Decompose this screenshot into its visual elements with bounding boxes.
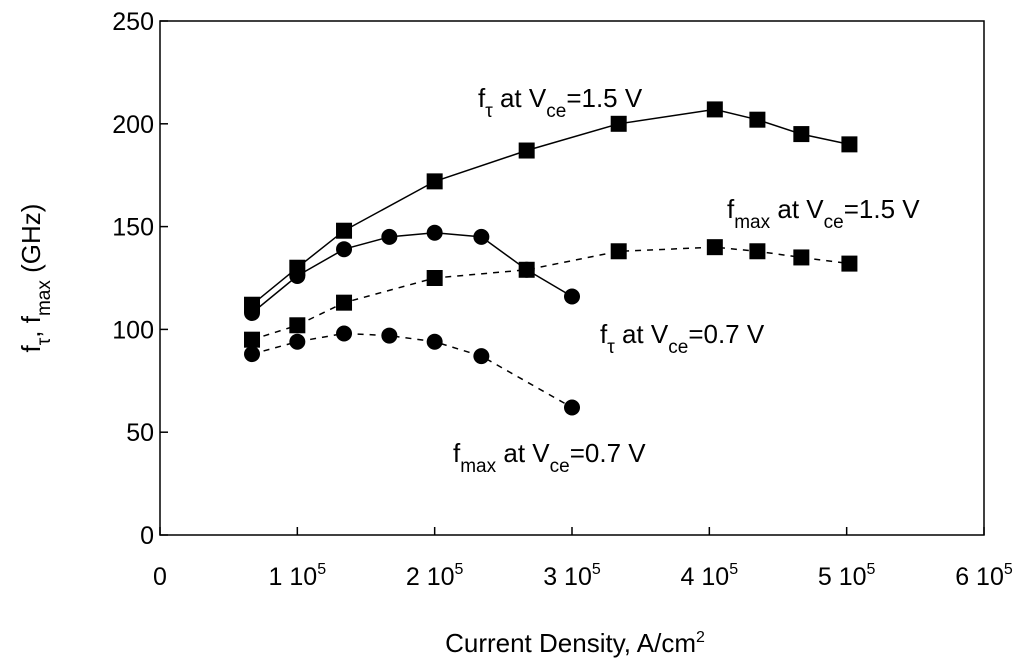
data-point-fmax-0-7 <box>473 348 490 365</box>
data-point-fmax-1-5 <box>610 243 627 260</box>
data-point-ft-0-7 <box>518 261 535 278</box>
annotation-fmax-0-7: fmax at Vce=0.7 V <box>453 438 646 477</box>
data-point-ft-1-5 <box>610 115 627 132</box>
data-point-ft-1-5 <box>426 173 443 190</box>
annotation-ft-1-5-part-3: ce <box>546 101 566 122</box>
y-axis-label-part-2: , f <box>16 315 46 337</box>
series-line-ft-1-5 <box>251 108 850 306</box>
x-tick-label: 1 105 <box>269 561 327 591</box>
data-point-ft-1-5 <box>706 101 723 118</box>
series-fmax-0-7 <box>244 325 580 416</box>
y-tick-label: 50 <box>126 419 154 447</box>
annotation-ft-1-5: fτ at Vce=1.5 V <box>478 83 643 122</box>
annotation-fmax-1-5-part-3: ce <box>824 212 844 233</box>
data-point-ft-0-7 <box>289 267 306 284</box>
annotation-fmax-0-7-part-3: ce <box>550 456 570 477</box>
annotation-ft-1-5-part-1: τ <box>485 101 493 122</box>
annotation-ft-0-7-part-1: τ <box>607 337 615 358</box>
x-tick-label: 6 105 <box>955 561 1013 591</box>
series-ft-1-5 <box>244 101 858 313</box>
annotation-ft-1-5-part-4: =1.5 V <box>566 83 643 113</box>
annotation-ft-0-7-part-3: ce <box>668 337 688 358</box>
data-point-fmax-0-7 <box>381 327 398 344</box>
y-tick-label: 150 <box>112 214 154 242</box>
annotation-fmax-1-5-part-1: max <box>734 212 770 233</box>
data-point-fmax-1-5 <box>289 317 306 334</box>
series-line-fmax-1-5 <box>251 246 850 341</box>
series-layer <box>244 101 858 416</box>
y-tick-label: 200 <box>112 111 154 139</box>
annotation-fmax-1-5-part-0: f <box>727 194 735 224</box>
data-point-ft-0-7 <box>381 228 398 245</box>
y-axis-label-part-4: (GHz) <box>16 204 46 281</box>
data-point-fmax-1-5 <box>336 294 353 311</box>
data-point-fmax-0-7 <box>564 399 580 416</box>
y-tick-label: 100 <box>112 316 154 344</box>
data-point-ft-0-7 <box>473 228 490 245</box>
data-point-ft-1-5 <box>841 136 858 153</box>
x-tick-label: 4 105 <box>681 561 739 591</box>
x-tick-label: 0 <box>153 563 167 591</box>
data-point-fmax-1-5 <box>841 255 858 272</box>
y-axis-label-part-1: τ <box>34 337 55 345</box>
data-point-fmax-1-5 <box>793 249 810 266</box>
data-point-ft-0-7 <box>564 288 580 305</box>
x-axis-label: Current Density, A/cm2 <box>445 628 705 658</box>
annotation-ft-0-7-part-4: =0.7 V <box>688 319 765 349</box>
data-point-ft-1-5 <box>518 142 535 159</box>
annotation-ft-0-7: fτ at Vce=0.7 V <box>600 319 765 358</box>
data-point-fmax-1-5 <box>706 239 723 256</box>
y-tick-label: 0 <box>140 522 154 550</box>
annotation-fmax-0-7-part-1: max <box>460 456 496 477</box>
x-tick-label: 3 105 <box>543 561 601 591</box>
series-ft-0-7 <box>244 224 580 321</box>
data-point-fmax-0-7 <box>289 333 306 350</box>
series-fmax-1-5 <box>244 239 858 348</box>
data-point-fmax-1-5 <box>749 243 766 260</box>
y-axis-label: fτ, fmax (GHz) <box>16 204 55 353</box>
y-axis-label-part-3: max <box>34 280 55 316</box>
x-tick-label: 5 105 <box>818 561 876 591</box>
annotation-ft-1-5-part-0: f <box>478 83 486 113</box>
data-point-ft-0-7 <box>336 241 353 258</box>
data-point-fmax-0-7 <box>244 346 261 363</box>
x-tick-label: 2 105 <box>406 561 464 591</box>
data-point-fmax-0-7 <box>336 325 353 342</box>
data-point-fmax-1-5 <box>426 270 443 286</box>
y-tick-label: 250 <box>112 8 154 36</box>
y-axis-ticks: 0 50 100 150 200 250 <box>112 8 168 550</box>
data-point-ft-1-5 <box>749 111 766 128</box>
data-point-ft-1-5 <box>793 126 810 143</box>
annotation-fmax-0-7-part-0: f <box>453 438 461 468</box>
annotation-ft-0-7-part-0: f <box>600 319 608 349</box>
annotation-fmax-0-7-part-4: =0.7 V <box>570 438 647 468</box>
annotation-fmax-0-7-part-2: at V <box>496 438 550 468</box>
annotation-ft-1-5-part-2: at V <box>493 83 547 113</box>
data-point-ft-0-7 <box>426 224 443 241</box>
data-point-ft-0-7 <box>244 304 261 321</box>
data-point-fmax-1-5 <box>244 331 261 348</box>
data-point-ft-1-5 <box>336 222 353 239</box>
x-axis-ticks: 0 1 105 2 105 3 105 4 105 5 105 6 105 <box>153 527 1013 591</box>
annotation-fmax-1-5-part-2: at V <box>770 194 824 224</box>
data-point-fmax-0-7 <box>426 333 443 350</box>
series-line-ft-0-7 <box>251 232 573 314</box>
annotation-fmax-1-5-part-4: =1.5 V <box>844 194 921 224</box>
annotation-fmax-1-5: fmax at Vce=1.5 V <box>727 194 920 233</box>
annotation-ft-0-7-part-2: at V <box>615 319 669 349</box>
y-axis-label-part-0: f <box>16 344 46 352</box>
